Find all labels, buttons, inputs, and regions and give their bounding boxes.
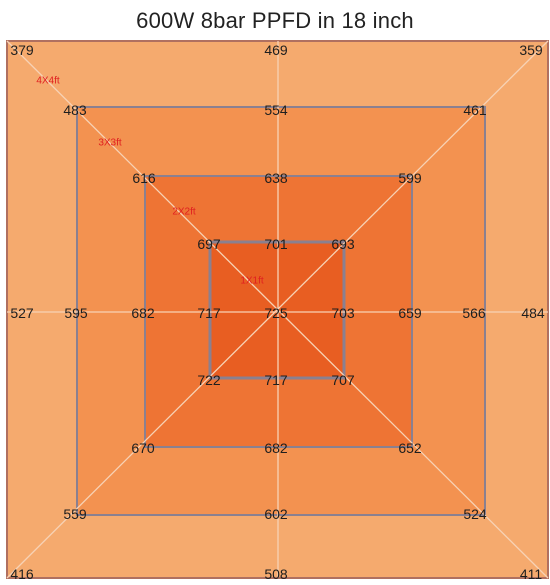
- reading-4x4-top-left: 379: [10, 42, 34, 58]
- zone-label-1x1: 1X1ft: [240, 276, 264, 287]
- reading-3x3-left: 595: [64, 305, 88, 321]
- zone-label-4x4: 4X4ft: [36, 76, 60, 87]
- reading-2x2-left: 682: [131, 305, 155, 321]
- reading-3x3-top-left: 483: [63, 102, 87, 118]
- reading-2x2-top-right: 599: [398, 170, 422, 186]
- reading-4x4-bottom-left: 416: [10, 566, 34, 582]
- zone-label-3x3: 3X3ft: [98, 138, 122, 149]
- reading-2x2-top: 638: [264, 170, 288, 186]
- reading-1x1-top-right: 693: [331, 236, 355, 252]
- reading-4x4-bottom: 508: [264, 566, 288, 582]
- reading-3x3-bottom-right: 524: [463, 506, 487, 522]
- reading-4x4-top: 469: [264, 42, 288, 58]
- reading-4x4-top-right: 359: [519, 42, 543, 58]
- reading-1x1-bottom-left: 722: [197, 372, 221, 388]
- reading-1x1-right: 703: [331, 305, 355, 321]
- reading-1x1-top-left: 697: [197, 236, 221, 252]
- reading-1x1-bottom-right: 707: [331, 372, 355, 388]
- reading-3x3-top-right: 461: [463, 102, 487, 118]
- reading-1x1-top: 701: [264, 236, 288, 252]
- diagram-title: 600W 8bar PPFD in 18 inch: [136, 8, 414, 33]
- grid-lines: [6, 40, 549, 579]
- reading-2x2-bottom-right: 652: [398, 440, 422, 456]
- reading-3x3-bottom-left: 559: [63, 506, 87, 522]
- reading-2x2-bottom: 682: [264, 440, 288, 456]
- reading-2x2-top-left: 616: [132, 170, 156, 186]
- reading-3x3-top: 554: [264, 102, 288, 118]
- reading-4x4-right: 484: [521, 305, 545, 321]
- reading-3x3-bottom: 602: [264, 506, 288, 522]
- reading-4x4-left: 527: [10, 305, 34, 321]
- reading-center: 725: [264, 305, 288, 321]
- reading-1x1-left: 717: [197, 305, 221, 321]
- reading-4x4-bottom-right: 411: [520, 566, 543, 582]
- reading-1x1-bottom: 717: [264, 372, 288, 388]
- reading-2x2-right: 659: [398, 305, 422, 321]
- reading-3x3-right: 566: [462, 305, 486, 321]
- reading-2x2-bottom-left: 670: [131, 440, 155, 456]
- zone-label-2x2: 2X2ft: [172, 207, 196, 218]
